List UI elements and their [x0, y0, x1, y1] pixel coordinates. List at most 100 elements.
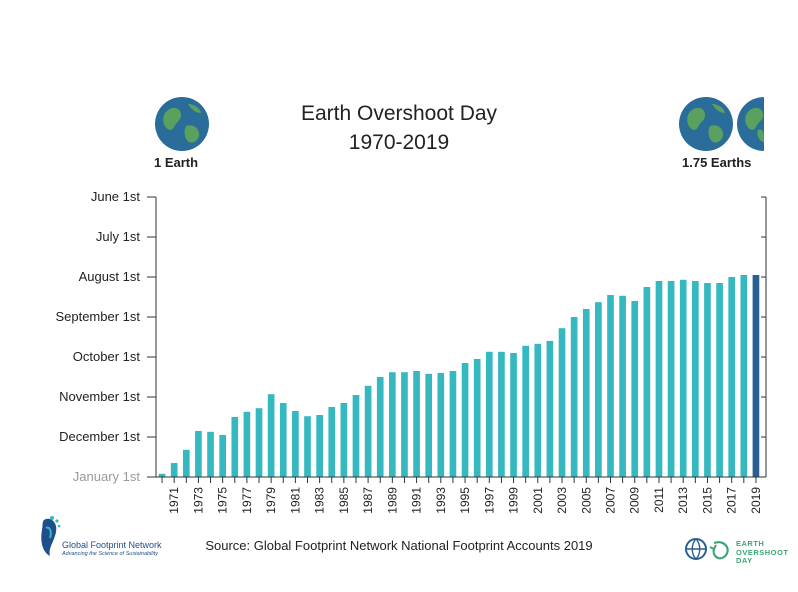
- bar-2004: [570, 317, 578, 477]
- bar-1992: [425, 373, 433, 477]
- bar-1988: [376, 377, 384, 477]
- x-tick-label: 1987: [361, 487, 375, 514]
- bar-2003: [558, 328, 566, 477]
- x-tick-label: 2013: [676, 487, 690, 514]
- x-tick-label: 1995: [458, 487, 472, 514]
- eod-logo-line3: DAY: [736, 556, 753, 565]
- bar-1974: [207, 431, 214, 477]
- bar-1990: [401, 372, 408, 477]
- x-tick-label: 2009: [628, 487, 642, 514]
- bar-1987: [364, 385, 372, 477]
- bar-1977: [243, 411, 251, 477]
- bar-2019: [752, 275, 760, 477]
- x-tick-label: 1973: [191, 487, 205, 514]
- eod-logo-text: EARTH OVERSHOOT DAY: [736, 539, 789, 566]
- bar-1972: [182, 449, 190, 477]
- earth-globe-icon: [679, 97, 733, 151]
- bar-1995: [461, 363, 469, 477]
- bar-2005: [582, 309, 590, 477]
- y-tick-label: July 1st: [96, 229, 140, 244]
- x-tick-label: 1977: [240, 487, 254, 514]
- y-tick-label: November 1st: [59, 389, 140, 404]
- y-tick-label: August 1st: [79, 269, 141, 284]
- x-tick-label: 1997: [482, 487, 496, 514]
- bar-1976: [231, 417, 239, 477]
- x-tick-label: 1991: [410, 487, 424, 514]
- y-tick-label: June 1st: [91, 189, 141, 204]
- bar-1993: [437, 373, 445, 477]
- x-tick-label: 2011: [652, 487, 666, 513]
- bar-2018: [740, 275, 748, 477]
- x-tick-label: 1983: [313, 487, 327, 514]
- earth-overshoot-day-logo-icon: [685, 538, 729, 560]
- x-tick-label: 1981: [288, 487, 302, 514]
- x-tick-label: 2007: [604, 487, 618, 514]
- x-tick-label: 1993: [434, 487, 448, 514]
- bar-1996: [473, 359, 481, 477]
- x-tick-label: 1989: [385, 487, 399, 514]
- x-tick-label: 2019: [749, 487, 763, 514]
- bar-1994: [449, 371, 457, 477]
- y-tick-label: October 1st: [73, 349, 141, 364]
- bar-1986: [352, 395, 360, 477]
- bar-1997: [485, 351, 493, 477]
- bar-1991: [413, 371, 420, 477]
- global-footprint-network-logo-icon: [41, 516, 61, 556]
- bar-1989: [389, 372, 396, 477]
- one-earth-label: 1 Earth: [154, 155, 199, 170]
- x-tick-label: 2003: [555, 487, 569, 514]
- bar-2015: [704, 283, 711, 477]
- bar-2000: [522, 345, 529, 477]
- chart-title-line2: 1970-2019: [348, 131, 450, 154]
- bar-1970: [158, 473, 166, 477]
- eod-logo-line1: EARTH: [736, 539, 765, 548]
- bar-1982: [304, 416, 311, 477]
- y-tick-label: December 1st: [59, 429, 140, 444]
- x-tick-label: 1985: [337, 487, 351, 514]
- bar-2001: [534, 343, 542, 477]
- partial-earth-globe-icon: [737, 97, 764, 151]
- bar-2007: [607, 295, 614, 477]
- bar-1985: [340, 403, 348, 477]
- bar-2016: [716, 283, 723, 477]
- bar-1983: [316, 415, 323, 477]
- bar-2010: [643, 287, 651, 477]
- source-note: Source: Global Footprint Network Nationa…: [205, 538, 593, 553]
- gfn-name-text: Global Footprint Network: [62, 540, 162, 550]
- bar-1984: [328, 407, 336, 477]
- bar-1999: [510, 353, 517, 477]
- bar-2014: [692, 281, 699, 477]
- bar-1973: [195, 431, 202, 477]
- x-tick-label: 2017: [725, 487, 739, 514]
- eod-logo-line2: OVERSHOOT: [736, 547, 789, 557]
- bar-1979: [267, 394, 275, 477]
- bar-2006: [595, 302, 602, 477]
- bar-1975: [219, 435, 226, 477]
- chart-title-line1: Earth Overshoot Day: [300, 102, 498, 125]
- x-tick-label: 1979: [264, 487, 278, 514]
- bar-1981: [292, 411, 299, 477]
- gfn-tagline-text: Advancing the Science of Sustainability: [62, 551, 159, 557]
- bar-2009: [631, 301, 639, 477]
- y-tick-label: September 1st: [55, 309, 140, 324]
- one-point-seven-five-earths-label: 1.75 Earths: [682, 155, 752, 170]
- x-tick-label: 1999: [507, 487, 521, 514]
- x-tick-label: 2005: [579, 487, 593, 514]
- bar-2017: [728, 277, 736, 477]
- bar-2002: [546, 341, 554, 477]
- bar-1998: [498, 351, 505, 477]
- x-tick-label: 1975: [216, 487, 230, 514]
- x-tick-label: 2001: [531, 487, 545, 514]
- bar-2008: [619, 295, 626, 477]
- bar-2011: [655, 281, 663, 477]
- one-earth-globe-icon: [155, 97, 209, 151]
- bar-1971: [170, 463, 178, 477]
- bar-1980: [279, 403, 287, 477]
- bar-2012: [667, 281, 675, 477]
- bar-2013: [679, 279, 687, 477]
- y-tick-label: January 1st: [73, 469, 141, 484]
- x-tick-label: 1971: [167, 487, 181, 514]
- bar-1978: [255, 408, 263, 477]
